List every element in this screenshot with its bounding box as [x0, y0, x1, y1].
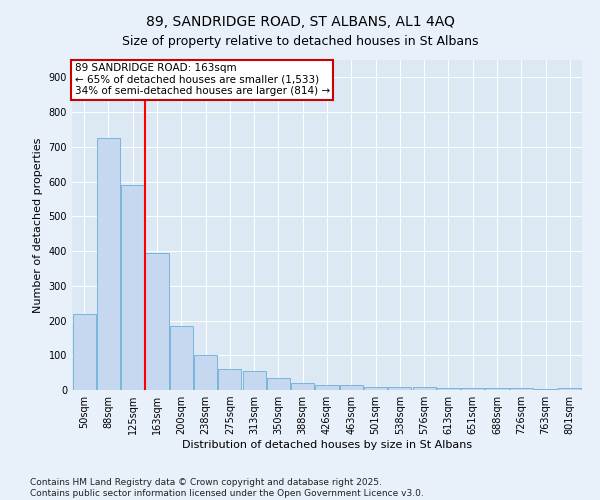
Bar	[170, 326, 193, 390]
Bar	[510, 388, 533, 390]
Bar	[194, 356, 217, 390]
Bar	[388, 386, 412, 390]
Bar	[534, 389, 557, 390]
Text: 89 SANDRIDGE ROAD: 163sqm
← 65% of detached houses are smaller (1,533)
34% of se: 89 SANDRIDGE ROAD: 163sqm ← 65% of detac…	[74, 64, 329, 96]
Bar	[316, 385, 338, 390]
Bar	[340, 385, 363, 390]
Bar	[485, 388, 509, 390]
Text: Size of property relative to detached houses in St Albans: Size of property relative to detached ho…	[122, 35, 478, 48]
Text: 89, SANDRIDGE ROAD, ST ALBANS, AL1 4AQ: 89, SANDRIDGE ROAD, ST ALBANS, AL1 4AQ	[146, 15, 454, 29]
Bar	[437, 388, 460, 390]
Bar	[73, 314, 95, 390]
X-axis label: Distribution of detached houses by size in St Albans: Distribution of detached houses by size …	[182, 440, 472, 450]
Text: Contains HM Land Registry data © Crown copyright and database right 2025.
Contai: Contains HM Land Registry data © Crown c…	[30, 478, 424, 498]
Bar	[97, 138, 120, 390]
Bar	[267, 378, 290, 390]
Bar	[559, 388, 581, 390]
Y-axis label: Number of detached properties: Number of detached properties	[33, 138, 43, 312]
Bar	[121, 185, 144, 390]
Bar	[242, 371, 266, 390]
Bar	[461, 388, 484, 390]
Bar	[291, 383, 314, 390]
Bar	[364, 386, 387, 390]
Bar	[145, 253, 169, 390]
Bar	[413, 386, 436, 390]
Bar	[218, 369, 241, 390]
